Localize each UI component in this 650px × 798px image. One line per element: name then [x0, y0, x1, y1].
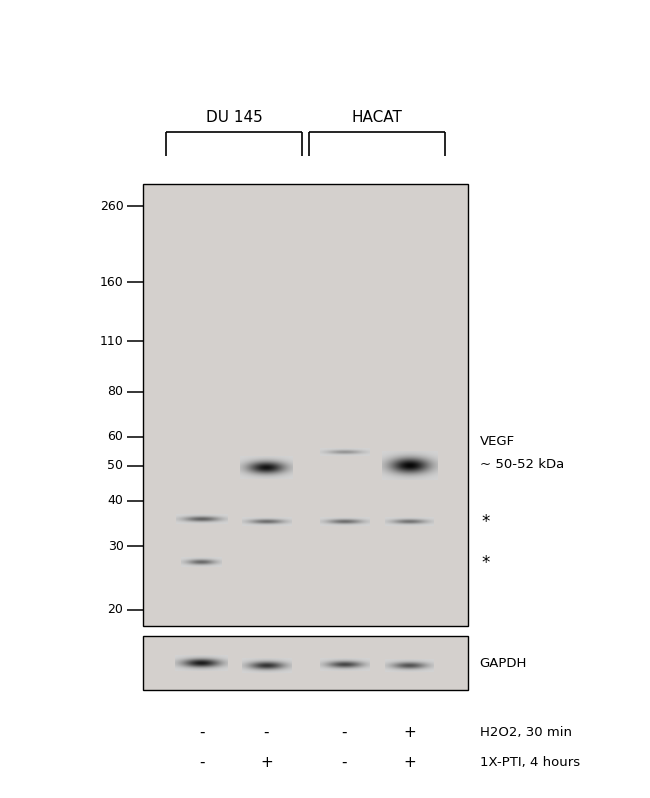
Text: -: -	[342, 725, 347, 740]
Text: *: *	[481, 513, 489, 531]
Text: +: +	[403, 755, 416, 769]
Text: HACAT: HACAT	[352, 110, 402, 125]
Text: ~ 50-52 kDa: ~ 50-52 kDa	[480, 459, 564, 472]
Text: 110: 110	[99, 335, 124, 348]
Text: -: -	[199, 755, 204, 769]
Text: *: *	[481, 554, 489, 571]
Text: -: -	[199, 725, 204, 740]
Text: VEGF: VEGF	[480, 435, 515, 448]
Text: +: +	[260, 755, 273, 769]
Text: 50: 50	[107, 459, 124, 472]
Text: 160: 160	[99, 276, 124, 289]
Text: H2O2, 30 min: H2O2, 30 min	[480, 726, 572, 739]
Text: 30: 30	[108, 539, 124, 552]
Text: -: -	[264, 725, 269, 740]
Text: 60: 60	[108, 430, 124, 444]
Text: 1X-PTI, 4 hours: 1X-PTI, 4 hours	[480, 756, 580, 768]
Text: 40: 40	[108, 494, 124, 508]
Text: 80: 80	[107, 385, 124, 398]
Text: 20: 20	[108, 603, 124, 616]
Text: +: +	[403, 725, 416, 740]
Text: -: -	[342, 755, 347, 769]
Text: GAPDH: GAPDH	[480, 657, 527, 670]
Bar	[143, 184, 468, 626]
Text: 260: 260	[99, 200, 124, 212]
Text: DU 145: DU 145	[205, 110, 263, 125]
Bar	[143, 636, 468, 690]
